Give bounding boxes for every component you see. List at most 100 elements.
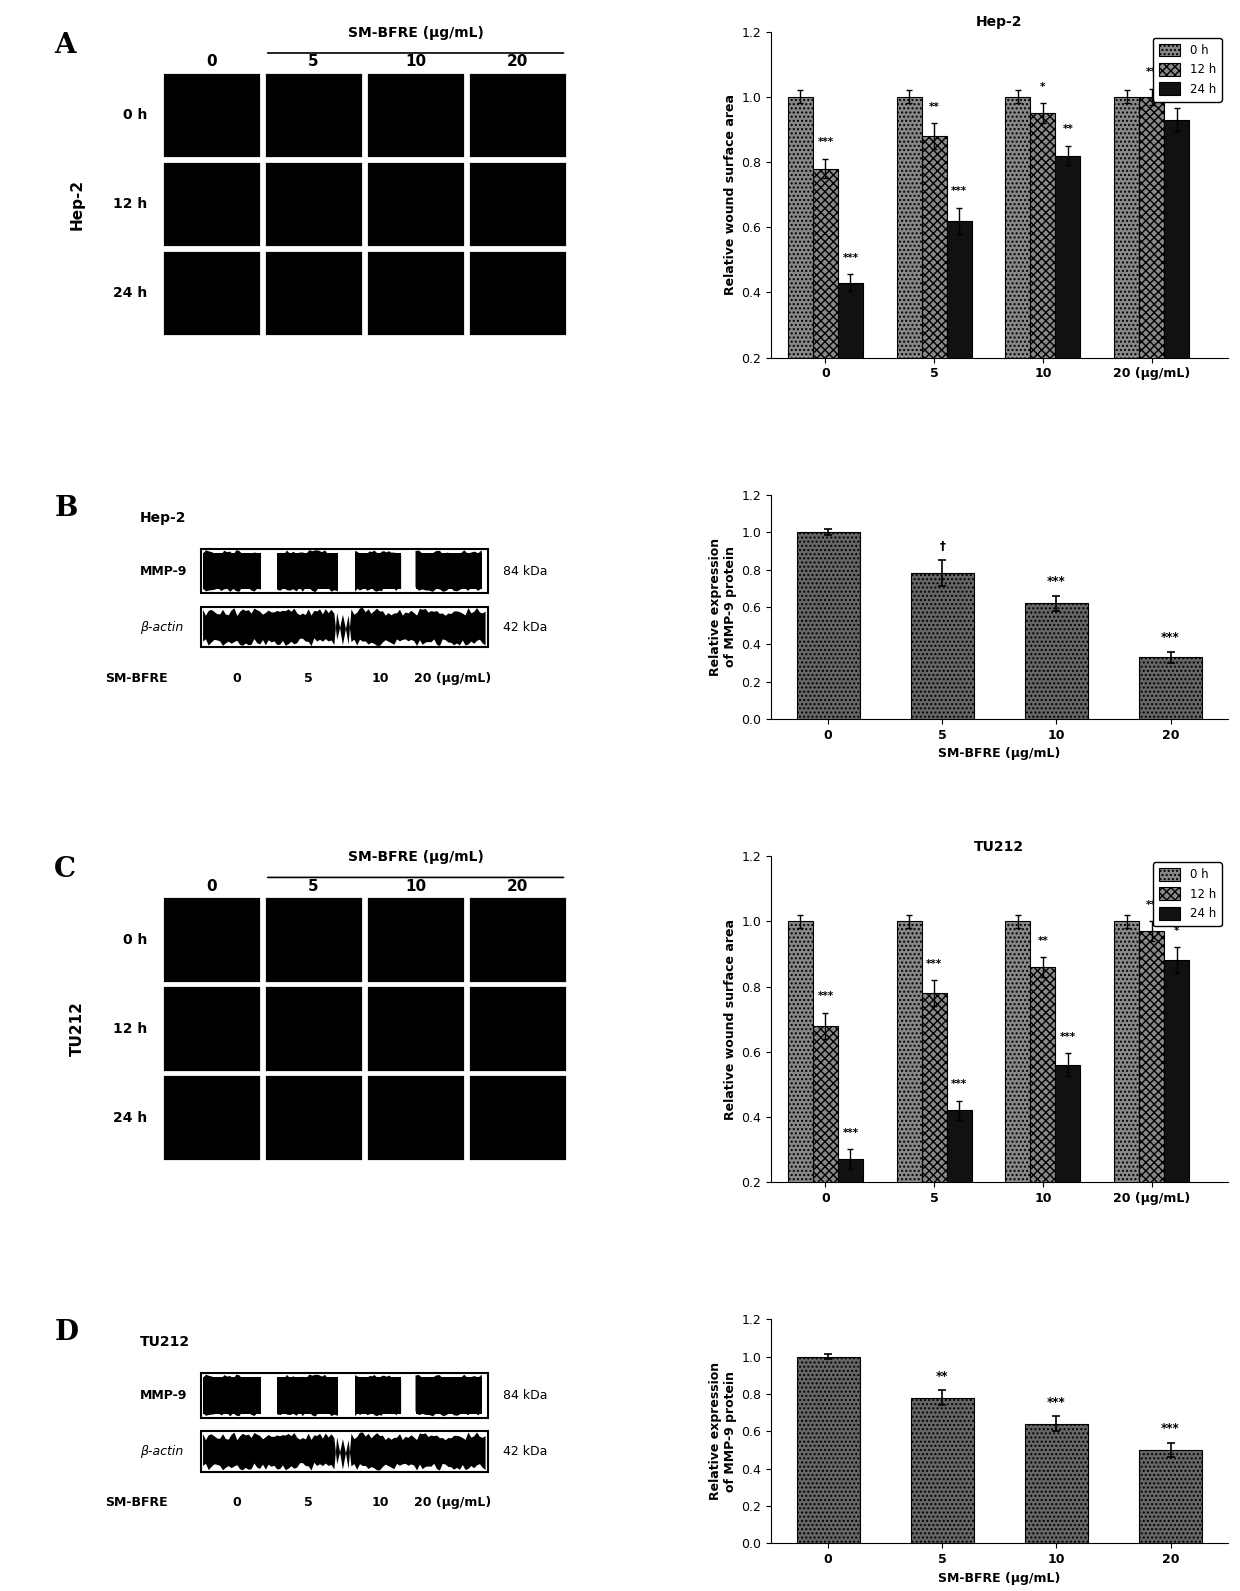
Text: 24 h: 24 h xyxy=(113,286,148,301)
Y-axis label: Relative wound surface area: Relative wound surface area xyxy=(724,94,738,296)
Bar xyxy=(161,985,260,1072)
Text: 5: 5 xyxy=(308,54,319,70)
Text: *: * xyxy=(1174,926,1179,936)
Bar xyxy=(946,221,972,423)
Text: 20 (μg/mL): 20 (μg/mL) xyxy=(413,671,491,686)
Bar xyxy=(415,1378,481,1414)
Polygon shape xyxy=(203,608,486,646)
Bar xyxy=(1140,931,1164,1247)
Bar xyxy=(1025,603,1087,719)
Bar xyxy=(921,993,946,1247)
Bar xyxy=(278,552,337,589)
Polygon shape xyxy=(203,1432,486,1470)
Text: ***: *** xyxy=(1060,1033,1076,1042)
Text: C: C xyxy=(55,856,76,883)
Text: **: ** xyxy=(1146,901,1157,910)
Bar xyxy=(946,1111,972,1247)
Bar xyxy=(203,1378,260,1414)
Text: 20 (μg/mL): 20 (μg/mL) xyxy=(413,1497,491,1510)
Legend: 0 h, 12 h, 24 h: 0 h, 12 h, 24 h xyxy=(1153,862,1221,926)
Y-axis label: Relative expression
of MMP-9 protein: Relative expression of MMP-9 protein xyxy=(709,1362,738,1500)
Text: 12 h: 12 h xyxy=(113,197,148,212)
Bar xyxy=(201,549,489,593)
Text: MMP-9: MMP-9 xyxy=(140,565,187,578)
Text: ***: *** xyxy=(1047,1395,1066,1410)
X-axis label: SM-BFRE (μg/mL): SM-BFRE (μg/mL) xyxy=(939,1572,1060,1585)
Bar xyxy=(1140,1449,1202,1543)
Bar xyxy=(797,533,859,719)
Bar xyxy=(838,283,863,423)
Text: 5: 5 xyxy=(304,671,312,686)
Bar xyxy=(469,250,568,336)
Bar xyxy=(161,1074,260,1161)
Text: TU212: TU212 xyxy=(69,1001,84,1056)
Title: Hep-2: Hep-2 xyxy=(976,16,1023,29)
Text: Hep-2: Hep-2 xyxy=(69,178,84,231)
Text: **: ** xyxy=(1038,936,1048,945)
Text: 84 kDa: 84 kDa xyxy=(503,565,548,578)
Polygon shape xyxy=(415,550,481,592)
Text: 42 kDa: 42 kDa xyxy=(503,620,548,633)
Text: ***: *** xyxy=(842,1128,858,1138)
Bar xyxy=(264,72,363,158)
Legend: 0 h, 12 h, 24 h: 0 h, 12 h, 24 h xyxy=(1153,38,1221,102)
Polygon shape xyxy=(355,550,401,592)
Text: †: † xyxy=(940,539,945,552)
Polygon shape xyxy=(278,550,337,592)
Text: ***: *** xyxy=(951,186,967,196)
Bar xyxy=(264,985,363,1072)
Bar xyxy=(1114,97,1140,423)
Bar xyxy=(264,1074,363,1161)
Bar xyxy=(366,1074,465,1161)
Bar xyxy=(366,896,465,983)
Text: SM-BFRE (μg/mL): SM-BFRE (μg/mL) xyxy=(347,851,484,864)
Bar xyxy=(1055,1064,1080,1247)
Polygon shape xyxy=(415,1375,481,1416)
Text: **: ** xyxy=(1146,67,1157,78)
Bar xyxy=(366,161,465,247)
X-axis label: SM-BFRE (μg/mL): SM-BFRE (μg/mL) xyxy=(939,748,1060,760)
Bar xyxy=(366,72,465,158)
Text: 10: 10 xyxy=(372,1497,389,1510)
Text: D: D xyxy=(55,1319,78,1346)
Text: **: ** xyxy=(929,102,940,111)
Bar xyxy=(797,1357,859,1543)
Bar xyxy=(1114,921,1140,1247)
Text: 0: 0 xyxy=(206,54,217,70)
Bar xyxy=(897,921,921,1247)
Text: 10: 10 xyxy=(405,54,427,70)
Bar xyxy=(278,1378,337,1414)
Bar xyxy=(161,161,260,247)
Bar xyxy=(355,1378,401,1414)
Text: *: * xyxy=(1040,83,1045,92)
Bar xyxy=(469,161,568,247)
Text: SM-BFRE: SM-BFRE xyxy=(104,671,167,686)
Text: 0: 0 xyxy=(232,1497,241,1510)
Text: 42 kDa: 42 kDa xyxy=(503,1445,548,1457)
Text: 12 h: 12 h xyxy=(113,1021,148,1036)
Text: ***: *** xyxy=(1161,1422,1180,1435)
Bar xyxy=(355,552,401,589)
Text: 20: 20 xyxy=(507,54,528,70)
Text: ***: *** xyxy=(817,137,833,148)
Text: **: ** xyxy=(1063,124,1073,134)
Bar xyxy=(161,250,260,336)
Text: ***: *** xyxy=(1047,576,1066,589)
Text: 10: 10 xyxy=(372,671,389,686)
Text: 24 h: 24 h xyxy=(113,1111,148,1125)
Bar xyxy=(366,985,465,1072)
Title: TU212: TU212 xyxy=(975,840,1024,854)
Polygon shape xyxy=(278,1375,337,1416)
Text: B: B xyxy=(55,495,78,522)
Bar xyxy=(911,573,973,719)
Text: β-actin: β-actin xyxy=(140,1445,184,1457)
Bar xyxy=(201,606,489,648)
Bar xyxy=(1030,113,1055,423)
Bar xyxy=(161,72,260,158)
Polygon shape xyxy=(203,550,260,592)
Bar xyxy=(1006,921,1030,1247)
Text: 10: 10 xyxy=(405,878,427,894)
Bar xyxy=(415,552,481,589)
Text: A: A xyxy=(55,32,76,59)
Bar xyxy=(1006,97,1030,423)
